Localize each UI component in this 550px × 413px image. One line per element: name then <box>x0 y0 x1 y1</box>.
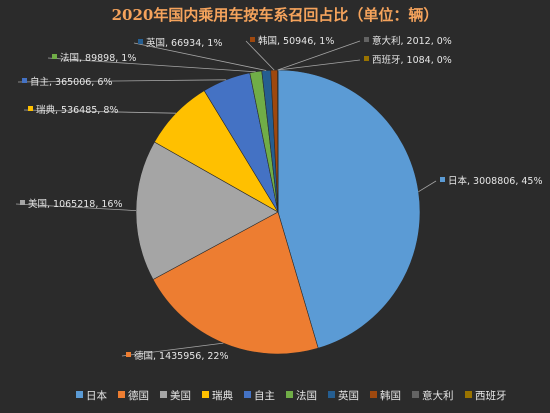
chart-title: 2020年国内乘用车按车系召回占比（单位：辆） <box>111 6 439 24</box>
leader-line-3 <box>23 109 177 114</box>
legend-marker-9 <box>465 391 472 398</box>
legend-marker-7 <box>370 391 377 398</box>
data-label-2: 美国, 1065218, 16% <box>28 198 123 210</box>
legend-item-8: 意大利 <box>422 389 454 402</box>
legend-marker-8 <box>412 391 419 398</box>
leader-line-5 <box>47 57 256 73</box>
data-label-marker-0 <box>440 177 445 182</box>
legend-marker-4 <box>244 391 251 398</box>
data-label-marker-2 <box>20 200 25 205</box>
leader-line-7 <box>245 40 275 71</box>
legend-item-2: 美国 <box>170 389 191 402</box>
data-label-0: 日本, 3008806, 45% <box>448 175 543 187</box>
pie-slice-1 <box>152 211 319 355</box>
legend-marker-2 <box>160 391 167 398</box>
data-label-8: 意大利, 2012, 0% <box>372 35 452 47</box>
legend-item-1: 德国 <box>128 389 149 402</box>
legend-marker-0 <box>76 391 83 398</box>
leader-lines <box>15 40 437 357</box>
legend-item-0: 日本 <box>86 389 107 402</box>
data-label-4: 自主, 365006, 6% <box>30 76 112 88</box>
data-label-marker-3 <box>28 106 33 111</box>
leader-line-4 <box>17 79 227 83</box>
legend-item-4: 自主 <box>254 389 275 402</box>
data-label-marker-5 <box>52 54 57 59</box>
legend-item-9: 西班牙 <box>475 390 507 402</box>
leader-line-6 <box>133 42 267 71</box>
leader-line-0 <box>418 180 437 193</box>
legend-marker-6 <box>328 391 335 398</box>
legend-marker-1 <box>118 391 125 398</box>
pie-slice-2 <box>135 141 279 280</box>
legend-item-6: 英国 <box>338 389 359 402</box>
data-label-marker-1 <box>126 352 131 357</box>
leader-line-9 <box>277 59 361 71</box>
pie-slices <box>135 69 421 355</box>
data-label-marker-8 <box>364 37 369 42</box>
data-label-3: 瑞典, 536485, 8% <box>36 104 118 116</box>
data-label-marker-6 <box>138 39 143 44</box>
data-labels: 日本, 3008806, 45% 德国, 1435956, 22% 美国, 1065… <box>20 35 543 362</box>
data-label-5: 法国, 89898, 1% <box>60 52 136 64</box>
leader-line-1 <box>121 342 224 357</box>
legend-item-3: 瑞典 <box>212 389 233 402</box>
legend: 日本 德国 美国 瑞典 自主 法国 英国 韩国 意大利 西班牙 <box>76 389 507 402</box>
data-label-marker-4 <box>22 78 27 83</box>
data-label-6: 英国, 66934, 1% <box>146 37 222 49</box>
data-label-9: 西班牙, 1084, 0% <box>372 54 452 66</box>
legend-marker-3 <box>202 391 209 398</box>
data-label-marker-9 <box>364 56 369 61</box>
data-label-7: 韩国, 50946, 1% <box>258 35 334 47</box>
legend-marker-5 <box>286 391 293 398</box>
legend-item-5: 法国 <box>296 389 317 402</box>
pie-slice-0 <box>277 69 421 349</box>
data-label-1: 德国, 1435956, 22% <box>134 350 229 362</box>
data-label-marker-7 <box>250 37 255 42</box>
legend-item-7: 韩国 <box>380 389 401 402</box>
leader-line-8 <box>277 40 361 71</box>
leader-line-2 <box>15 203 137 211</box>
